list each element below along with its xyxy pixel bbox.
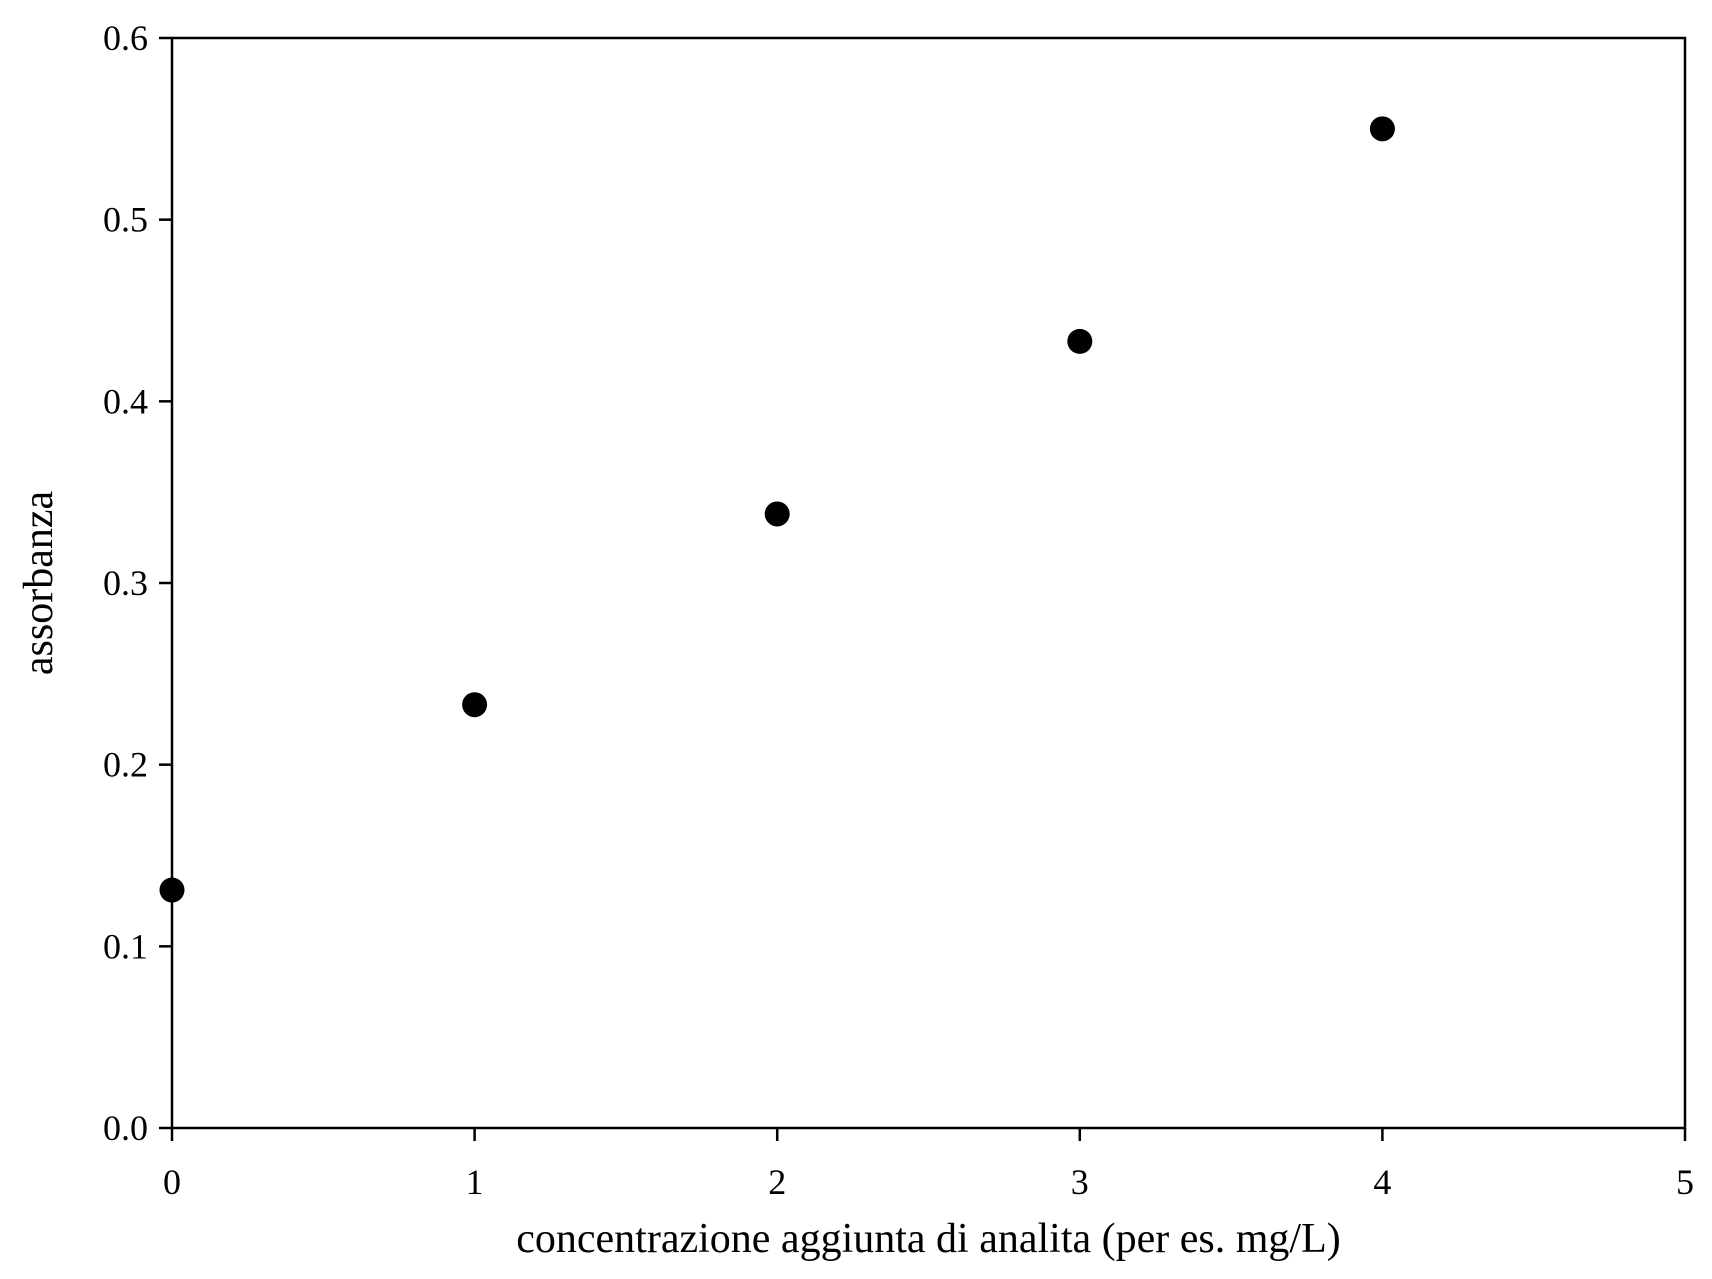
y-tick-label: 0.1 (103, 926, 148, 966)
x-tick-label: 2 (768, 1162, 786, 1202)
plot-frame (170, 36, 1687, 1130)
y-tick-label: 0.5 (103, 200, 148, 240)
x-axis-title: concentrazione aggiunta di analita (per … (516, 1216, 1340, 1262)
x-tick-label: 3 (1071, 1162, 1089, 1202)
data-point (1067, 328, 1093, 354)
x-tick-label: 4 (1373, 1162, 1391, 1202)
data-point (159, 877, 185, 903)
data-points (159, 116, 1395, 903)
x-tick-label: 5 (1676, 1162, 1694, 1202)
y-tick-label: 0.0 (103, 1108, 148, 1148)
y-axis-ticks: 0.0 0.1 0.2 0.3 0.4 0.5 0.6 (103, 18, 172, 1148)
x-tick-label: 1 (466, 1162, 484, 1202)
y-axis-title: assorbanza (16, 491, 62, 676)
y-tick-label: 0.4 (103, 381, 148, 421)
data-point (1369, 116, 1395, 142)
data-point (764, 501, 790, 527)
y-tick-label: 0.6 (103, 18, 148, 58)
x-axis-ticks: 0 1 2 3 4 5 (163, 1128, 1694, 1202)
data-point (462, 692, 488, 718)
y-tick-label: 0.2 (103, 745, 148, 785)
x-tick-label: 0 (163, 1162, 181, 1202)
y-tick-label: 0.3 (103, 563, 148, 603)
